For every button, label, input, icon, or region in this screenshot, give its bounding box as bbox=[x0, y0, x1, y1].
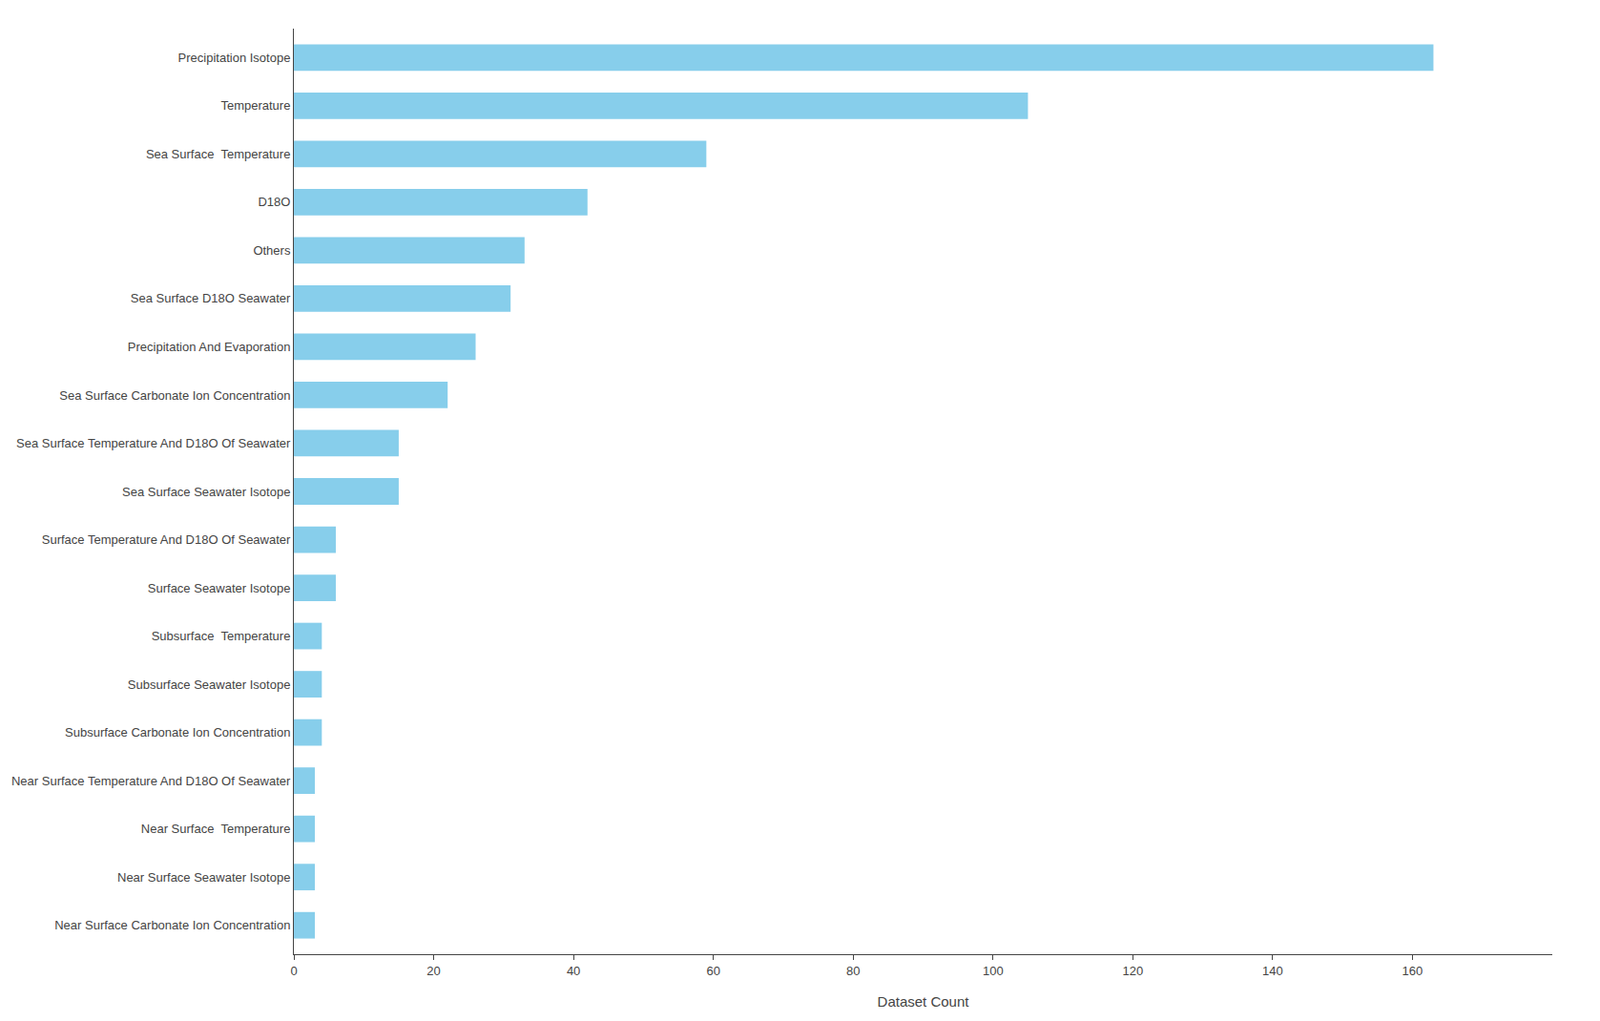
svg-text:Surface Temperature And D18O O: Surface Temperature And D18O Of Seawater bbox=[41, 532, 291, 547]
svg-text:Sea Surface Carbonate Ion Conc: Sea Surface Carbonate Ion Concentration bbox=[59, 388, 291, 403]
svg-text:Precipitation And Evaporation: Precipitation And Evaporation bbox=[127, 339, 291, 354]
svg-text:160: 160 bbox=[1402, 963, 1424, 978]
svg-text:Subsurface Carbonate Ion Conce: Subsurface Carbonate Ion Concentration bbox=[64, 725, 291, 740]
svg-text:20: 20 bbox=[426, 963, 440, 978]
svg-text:D18O: D18O bbox=[257, 194, 291, 209]
svg-text:Near Surface Seawater Isotope: Near Surface Seawater Isotope bbox=[117, 870, 291, 885]
svg-text:Dataset Count: Dataset Count bbox=[877, 993, 971, 1010]
svg-text:40: 40 bbox=[566, 963, 581, 978]
svg-text:Sea Surface Seawater Isotope: Sea Surface Seawater Isotope bbox=[122, 484, 291, 499]
svg-text:60: 60 bbox=[706, 963, 720, 978]
svg-text:Subsurface Seawater Isotope: Subsurface Seawater Isotope bbox=[127, 677, 291, 692]
svg-text:Near Surface Temperature And D: Near Surface Temperature And D18O Of Sea… bbox=[11, 773, 291, 789]
svg-text:Precipitation Isotope: Precipitation Isotope bbox=[178, 50, 291, 65]
svg-text:Surface Seawater Isotope: Surface Seawater Isotope bbox=[147, 581, 291, 596]
svg-text:Temperature: Temperature bbox=[220, 98, 291, 113]
svg-text:120: 120 bbox=[1122, 963, 1143, 978]
svg-text:Near Surface Temperature: Near Surface Temperature bbox=[141, 821, 291, 836]
svg-text:Others: Others bbox=[252, 243, 291, 258]
svg-text:0: 0 bbox=[290, 963, 297, 978]
svg-text:Sea Surface Temperature And D1: Sea Surface Temperature And D18O Of Seaw… bbox=[16, 436, 291, 451]
svg-text:Sea Surface Temperature: Sea Surface Temperature bbox=[145, 146, 291, 162]
svg-text:Subsurface Temperature: Subsurface Temperature bbox=[151, 628, 291, 644]
svg-text:140: 140 bbox=[1262, 963, 1284, 978]
svg-text:80: 80 bbox=[846, 963, 860, 978]
svg-text:100: 100 bbox=[982, 963, 1004, 978]
svg-text:Near Surface Carbonate Ion Con: Near Surface Carbonate Ion Concentration bbox=[54, 917, 291, 933]
svg-text:Sea Surface D18O Seawater: Sea Surface D18O Seawater bbox=[130, 290, 291, 306]
